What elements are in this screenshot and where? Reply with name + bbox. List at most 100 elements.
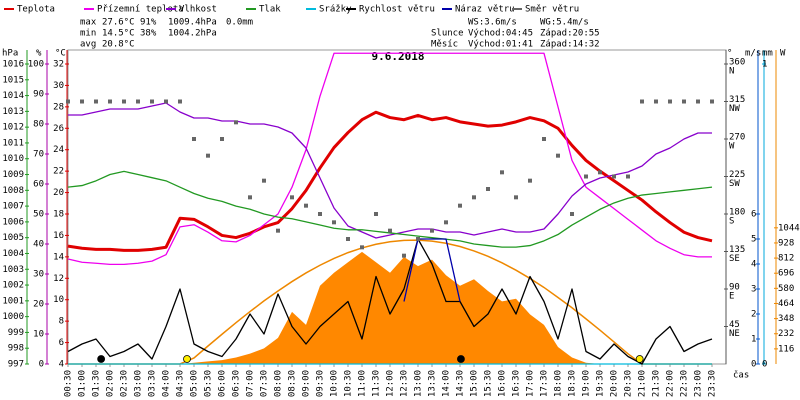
y-tick-label: 998	[8, 344, 24, 354]
y-tick-label: 999	[8, 328, 24, 338]
direction-label: S	[729, 217, 734, 227]
x-tick-label: 06:00	[218, 370, 228, 397]
y-tick-label: 812	[778, 254, 794, 264]
y-tick-label: 1006	[2, 217, 24, 227]
sun-rise: Východ:04:45	[468, 29, 533, 39]
direction-point	[626, 174, 630, 179]
x-tick-label: 14:00	[442, 370, 452, 397]
y-tick-label: 24	[53, 145, 64, 155]
direction-point	[416, 237, 420, 241]
direction-point	[304, 203, 308, 208]
x-tick-label: 10:30	[344, 370, 354, 397]
stat: 1009.4hPa	[168, 18, 217, 28]
x-tick-label: 08:30	[288, 370, 298, 397]
y-tick-label: 1009	[2, 170, 24, 180]
x-tick-label: 17:30	[540, 370, 550, 397]
direction-point	[94, 99, 98, 104]
y-tick-label: 8	[59, 317, 64, 327]
y-tick-label: 30	[53, 81, 64, 91]
direction-point	[318, 212, 322, 216]
stat: 20.8°C	[102, 40, 135, 50]
direction-point	[360, 245, 364, 250]
x-tick-label: 16:30	[512, 370, 522, 397]
y-tick-label: 90	[33, 90, 44, 100]
y-tick-label: 348	[778, 314, 794, 324]
x-tick-label: 11:00	[358, 370, 368, 397]
y-tick-label: 70	[33, 150, 44, 160]
y-tick-label: 4	[59, 360, 64, 370]
legend-label: Směr větru	[525, 5, 579, 15]
y-tick-label: 360	[729, 58, 745, 68]
direction-point	[458, 203, 462, 208]
y-tick-label: 16	[53, 231, 64, 241]
x-tick-label: 02:30	[120, 370, 130, 397]
y-tick-label: 22	[53, 167, 64, 177]
stat: 27.6°C	[102, 18, 135, 28]
y-tick-label: 232	[778, 329, 794, 339]
axis-unit: °C	[55, 49, 66, 59]
direction-point	[584, 174, 588, 179]
axis-unit: mm	[762, 49, 773, 59]
x-tick-label: 19:00	[582, 370, 592, 397]
series-line	[67, 170, 713, 248]
y-tick-label: 6	[59, 338, 64, 348]
wind-stat: WS:3.6m/s	[468, 18, 517, 28]
direction-point	[430, 228, 434, 233]
y-tick-label: 1016	[2, 60, 24, 70]
direction-point	[374, 212, 378, 216]
x-tick-label: 20:00	[610, 370, 620, 397]
x-axis-label: čas	[733, 370, 749, 381]
direction-point	[682, 99, 686, 104]
direction-point	[206, 153, 210, 158]
direction-point	[528, 178, 532, 183]
y-tick-label: 580	[778, 284, 794, 294]
x-tick-label: 01:30	[92, 370, 102, 397]
direction-point	[178, 99, 182, 104]
direction-point	[654, 99, 658, 104]
direction-point	[332, 220, 336, 225]
y-tick-label: 1014	[2, 91, 24, 101]
y-tick-label: 270	[729, 133, 745, 143]
x-tick-label: 09:30	[316, 370, 326, 397]
y-tick-label: 12	[53, 274, 64, 284]
legend-label: Srážky	[319, 5, 352, 15]
y-tick-label: 1007	[2, 202, 24, 212]
direction-point	[164, 99, 168, 104]
direction-point	[290, 195, 294, 200]
direction-point	[346, 237, 350, 241]
x-tick-label: 05:00	[190, 370, 200, 397]
direction-label: NW	[729, 104, 740, 114]
x-tick-label: 10:00	[330, 370, 340, 397]
x-tick-label: 20:30	[624, 370, 634, 397]
stat: 1004.2hPa	[168, 29, 217, 39]
y-tick-label: 928	[778, 238, 794, 248]
moon-marker	[457, 355, 465, 363]
x-tick-label: 00:30	[64, 370, 74, 397]
direction-point	[612, 174, 616, 179]
y-tick-label: 1010	[2, 154, 24, 164]
y-tick-label: 45	[729, 320, 740, 330]
direction-point	[598, 170, 602, 175]
y-tick-label: 116	[778, 344, 794, 354]
legend-label: Náraz větru	[455, 5, 515, 15]
direction-point	[262, 178, 266, 183]
direction-point	[556, 153, 560, 158]
direction-point	[710, 99, 714, 104]
y-tick-label: 10	[33, 330, 44, 340]
stat: min	[80, 29, 96, 39]
x-tick-label: 22:00	[666, 370, 676, 397]
x-tick-label: 09:00	[302, 370, 312, 397]
x-tick-label: 13:30	[428, 370, 438, 397]
x-tick-label: 02:00	[106, 370, 116, 397]
y-tick-label: 1044	[778, 223, 800, 233]
chart-title: 9.6.2018	[372, 50, 425, 63]
direction-point	[276, 228, 280, 233]
y-tick-label: 135	[729, 245, 745, 255]
x-tick-label: 18:30	[568, 370, 578, 397]
direction-point	[542, 137, 546, 141]
moon-set: Západ:14:32	[540, 40, 600, 50]
y-tick-label: 1003	[2, 265, 24, 275]
stat: 14.5°C	[102, 29, 135, 39]
stat: max	[80, 18, 97, 28]
